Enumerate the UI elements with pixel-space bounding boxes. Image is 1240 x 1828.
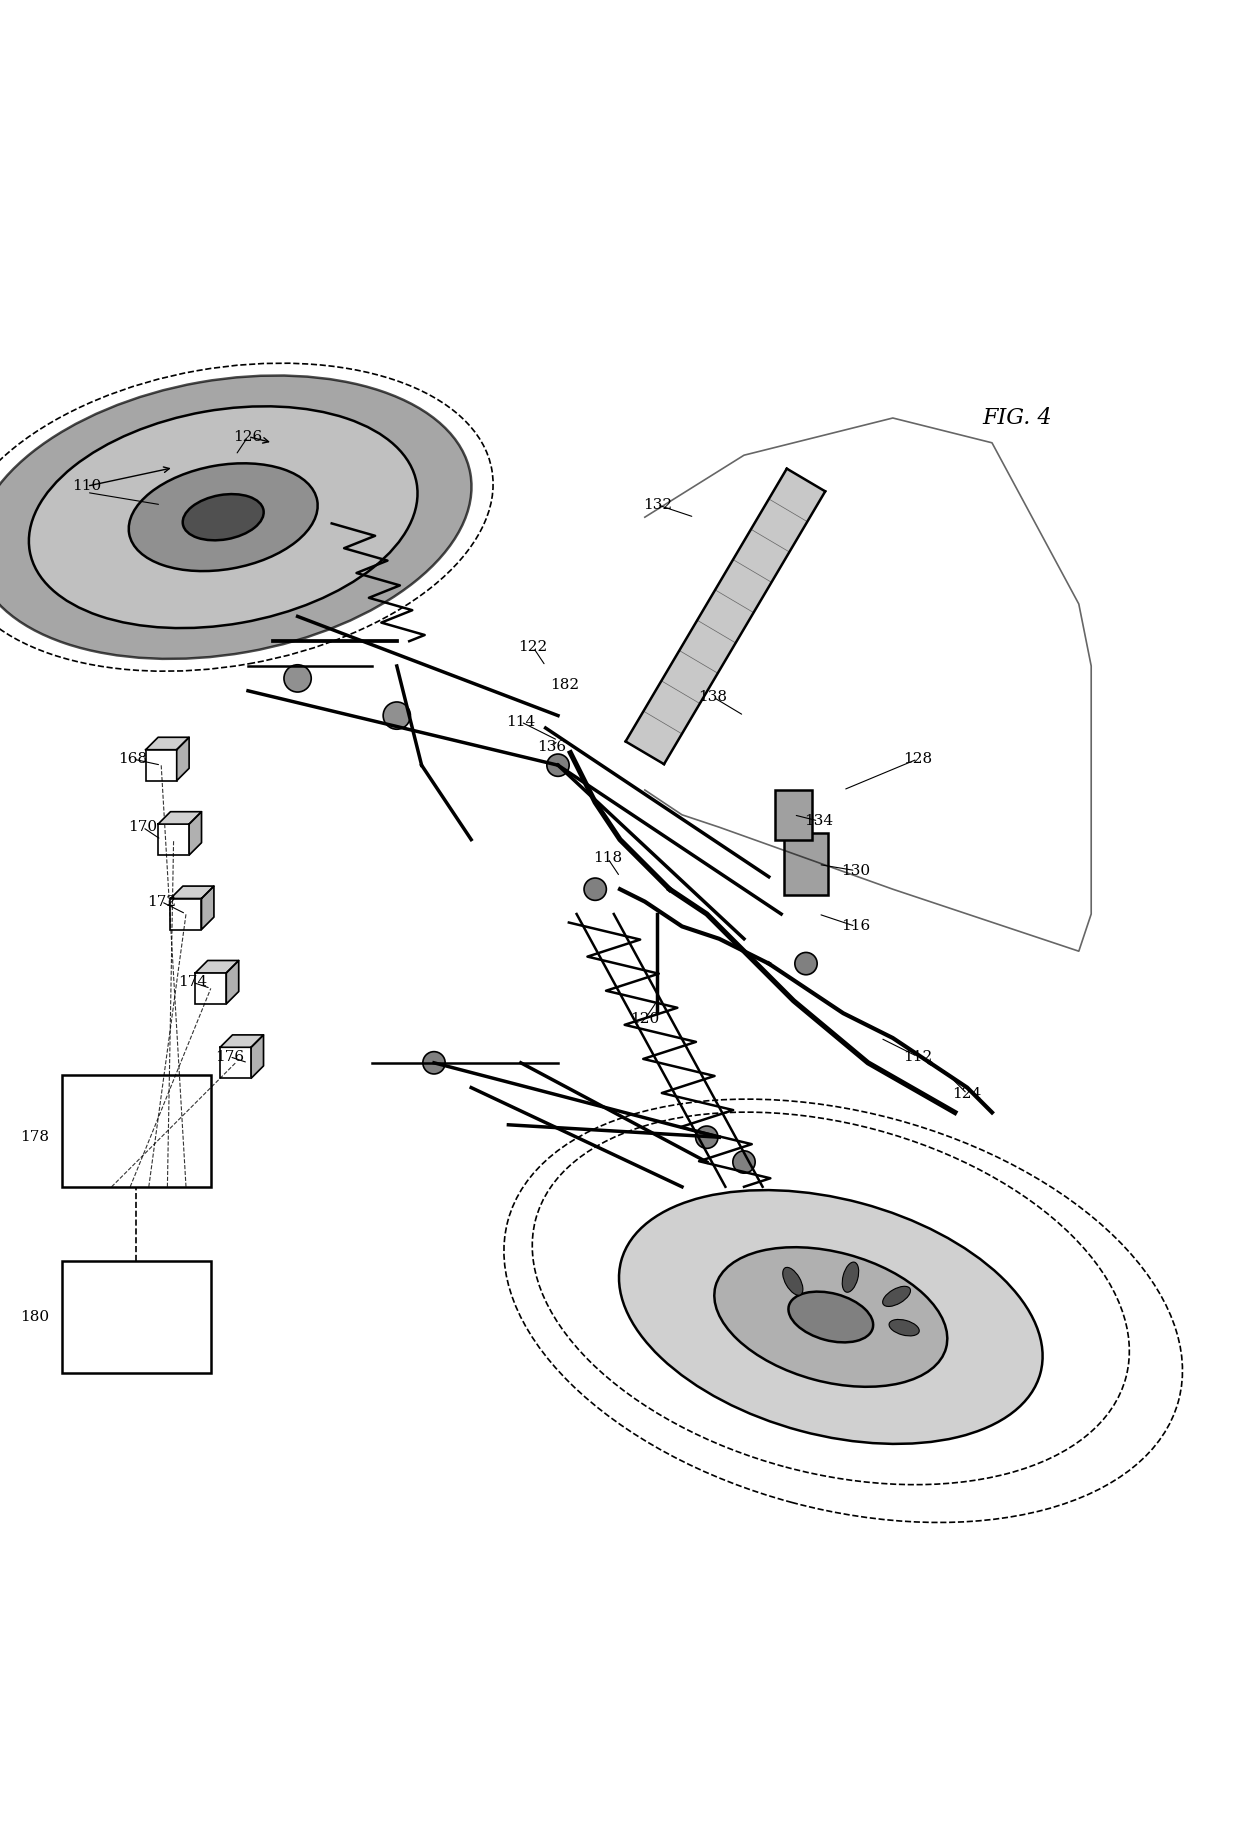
Ellipse shape — [789, 1292, 873, 1342]
Ellipse shape — [284, 665, 311, 693]
Ellipse shape — [714, 1247, 947, 1387]
Polygon shape — [190, 812, 202, 856]
Ellipse shape — [795, 952, 817, 974]
Ellipse shape — [547, 753, 569, 777]
Ellipse shape — [883, 1287, 910, 1307]
Text: 118: 118 — [593, 852, 622, 865]
Bar — [170, 899, 201, 929]
Text: 170: 170 — [128, 821, 157, 834]
Text: 116: 116 — [841, 919, 870, 934]
Ellipse shape — [619, 1190, 1043, 1444]
Text: 168: 168 — [118, 751, 148, 766]
Polygon shape — [159, 812, 202, 824]
Ellipse shape — [383, 702, 410, 729]
Ellipse shape — [0, 375, 471, 658]
Text: 136: 136 — [537, 740, 567, 753]
Ellipse shape — [182, 494, 264, 541]
Polygon shape — [221, 1035, 263, 1047]
Text: 182: 182 — [549, 678, 579, 691]
Text: 178: 178 — [20, 1130, 50, 1144]
Polygon shape — [626, 468, 825, 764]
Text: FIG. 4: FIG. 4 — [982, 408, 1052, 430]
Bar — [775, 790, 812, 839]
Ellipse shape — [889, 1320, 919, 1336]
Bar — [196, 972, 226, 1004]
Bar — [146, 749, 177, 781]
Polygon shape — [250, 1035, 263, 1079]
Polygon shape — [146, 737, 190, 749]
Polygon shape — [170, 887, 215, 899]
Text: 128: 128 — [903, 751, 932, 766]
Polygon shape — [196, 960, 239, 972]
Text: 122: 122 — [518, 640, 548, 654]
Text: 172: 172 — [146, 894, 176, 909]
Text: 126: 126 — [233, 430, 263, 444]
Text: 180: 180 — [20, 1311, 50, 1323]
Text: 138: 138 — [698, 689, 728, 704]
Polygon shape — [177, 737, 190, 781]
Bar — [159, 824, 188, 856]
Polygon shape — [227, 960, 239, 1004]
Ellipse shape — [733, 1152, 755, 1174]
Polygon shape — [201, 887, 215, 929]
Ellipse shape — [696, 1126, 718, 1148]
Ellipse shape — [423, 1051, 445, 1075]
Text: 132: 132 — [642, 497, 672, 512]
Text: 112: 112 — [903, 1049, 932, 1064]
FancyBboxPatch shape — [62, 1261, 211, 1373]
Ellipse shape — [842, 1261, 858, 1292]
Text: 176: 176 — [215, 1049, 244, 1064]
Bar — [221, 1047, 250, 1079]
Text: 110: 110 — [72, 479, 102, 494]
Ellipse shape — [782, 1267, 804, 1296]
Text: 124: 124 — [952, 1088, 982, 1100]
Text: 134: 134 — [804, 813, 833, 828]
Text: 174: 174 — [177, 974, 207, 989]
Ellipse shape — [584, 877, 606, 901]
Text: 114: 114 — [506, 715, 536, 729]
Ellipse shape — [129, 462, 317, 570]
FancyBboxPatch shape — [62, 1075, 211, 1186]
Text: 130: 130 — [841, 863, 870, 877]
Text: 120: 120 — [630, 1013, 660, 1026]
Bar — [784, 834, 828, 896]
Ellipse shape — [29, 406, 418, 629]
